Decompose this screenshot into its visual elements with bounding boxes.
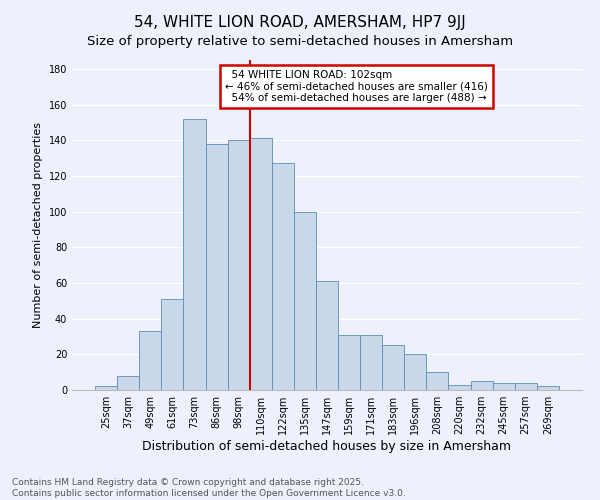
Bar — [117, 376, 139, 390]
Bar — [294, 212, 316, 390]
Y-axis label: Number of semi-detached properties: Number of semi-detached properties — [33, 122, 43, 328]
Bar — [360, 334, 382, 390]
Bar — [227, 140, 250, 390]
Bar — [338, 334, 360, 390]
Bar — [250, 138, 272, 390]
Bar — [515, 383, 537, 390]
Bar — [448, 384, 470, 390]
Text: 54, WHITE LION ROAD, AMERSHAM, HP7 9JJ: 54, WHITE LION ROAD, AMERSHAM, HP7 9JJ — [134, 15, 466, 30]
Bar — [470, 381, 493, 390]
Bar — [493, 383, 515, 390]
Bar — [382, 346, 404, 390]
Bar — [272, 164, 294, 390]
Bar — [206, 144, 227, 390]
Bar — [427, 372, 448, 390]
Bar — [161, 299, 184, 390]
Bar — [184, 119, 206, 390]
Text: 54 WHITE LION ROAD: 102sqm
← 46% of semi-detached houses are smaller (416)
  54%: 54 WHITE LION ROAD: 102sqm ← 46% of semi… — [225, 70, 488, 103]
X-axis label: Distribution of semi-detached houses by size in Amersham: Distribution of semi-detached houses by … — [143, 440, 511, 453]
Text: Size of property relative to semi-detached houses in Amersham: Size of property relative to semi-detach… — [87, 35, 513, 48]
Bar — [139, 331, 161, 390]
Bar — [316, 281, 338, 390]
Bar — [537, 386, 559, 390]
Text: Contains HM Land Registry data © Crown copyright and database right 2025.
Contai: Contains HM Land Registry data © Crown c… — [12, 478, 406, 498]
Bar — [404, 354, 427, 390]
Bar — [95, 386, 117, 390]
